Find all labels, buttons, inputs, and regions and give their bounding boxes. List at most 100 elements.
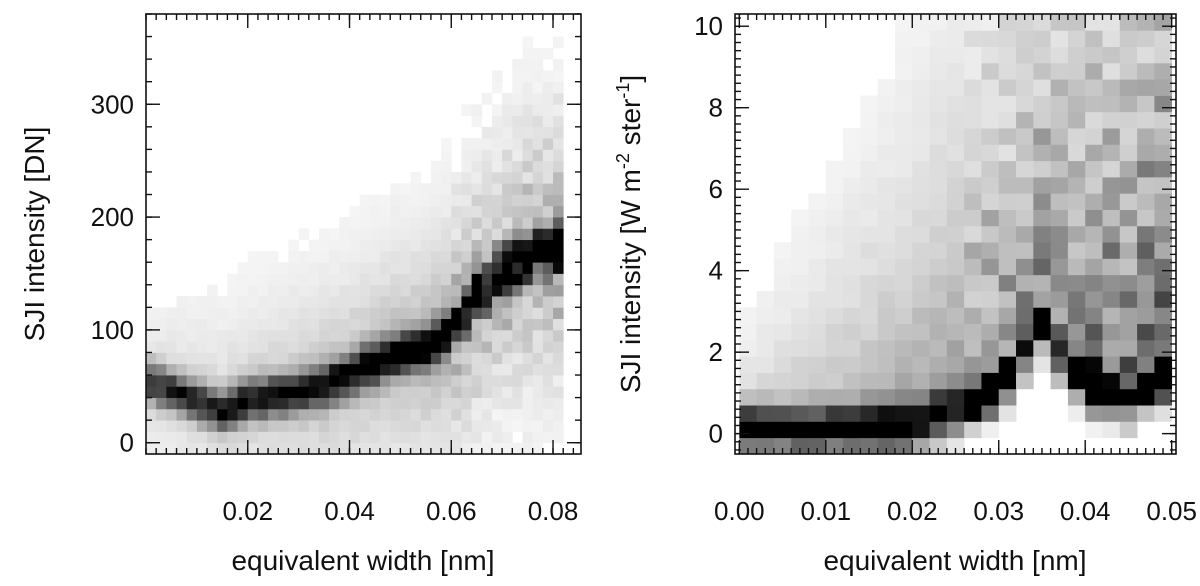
heatmap-cell — [964, 274, 982, 292]
heatmap-cell — [481, 126, 493, 139]
heatmap-cell — [964, 421, 982, 439]
heatmap-cell — [369, 205, 381, 218]
heatmap-cell — [542, 183, 554, 195]
heatmap-cell — [1154, 258, 1173, 276]
heatmap-cell — [1137, 388, 1155, 406]
heatmap-cell — [1102, 95, 1121, 113]
heatmap-cell — [808, 372, 827, 390]
heatmap-cell — [532, 205, 544, 218]
heatmap-cell — [843, 323, 861, 341]
heatmap-cell — [553, 318, 564, 331]
heatmap-cell — [420, 228, 432, 241]
heatmap-cell — [946, 46, 965, 64]
heatmap-cell — [380, 284, 391, 297]
right-x-axis-label: equivalent width [nm] — [823, 545, 1086, 576]
heatmap-cell — [532, 149, 544, 162]
heatmap-cell — [860, 225, 879, 243]
heatmap-cell — [532, 442, 544, 455]
heatmap-cell — [176, 329, 188, 342]
heatmap-cell — [502, 183, 513, 195]
heatmap-cell — [512, 149, 523, 162]
heatmap-cell — [298, 386, 310, 398]
heatmap-cell — [186, 352, 198, 365]
heatmap-cell — [298, 329, 310, 342]
heatmap-cell — [217, 442, 228, 455]
heatmap-cell — [329, 442, 340, 455]
heatmap-cell — [308, 329, 320, 342]
heatmap-cell — [1137, 30, 1155, 47]
heatmap-cell — [420, 352, 432, 365]
heatmap-cell — [247, 250, 259, 263]
heatmap-cell — [877, 274, 896, 292]
heatmap-cell — [481, 375, 493, 387]
heatmap-cell — [308, 307, 320, 320]
heatmap-cell — [1119, 95, 1138, 113]
heatmap-cell — [1050, 339, 1069, 357]
heatmap-cell — [471, 420, 483, 432]
heatmap-cell — [186, 341, 198, 353]
heatmap-cell — [237, 352, 249, 365]
heatmap-cell — [380, 375, 391, 387]
heatmap-cell — [1050, 274, 1069, 292]
heatmap-cell — [1067, 291, 1086, 308]
heatmap-cell — [1137, 323, 1155, 341]
heatmap-cell — [825, 242, 844, 259]
y-tick-label: 8 — [709, 93, 723, 123]
heatmap-cell — [349, 307, 361, 320]
heatmap-cell — [1016, 307, 1034, 325]
heatmap-cell — [1102, 372, 1121, 390]
heatmap-cell — [1033, 258, 1052, 276]
heatmap-cell — [1154, 62, 1173, 80]
heatmap-cell — [441, 138, 452, 150]
heatmap-cell — [964, 356, 982, 373]
heatmap-cell — [843, 307, 861, 325]
heatmap-cell — [894, 291, 913, 308]
heatmap-cell — [860, 242, 879, 259]
heatmap-cell — [981, 30, 1000, 47]
heatmap-cell — [441, 149, 452, 162]
heatmap-cell — [912, 388, 930, 406]
heatmap-cell — [1102, 209, 1121, 227]
heatmap-cell — [207, 375, 218, 387]
heatmap-cell — [791, 225, 809, 243]
heatmap-cell — [390, 431, 401, 444]
heatmap-cell — [1119, 258, 1138, 276]
heatmap-cell — [461, 217, 473, 229]
heatmap-cell — [929, 14, 948, 31]
heatmap-cell — [929, 274, 948, 292]
heatmap-cell — [808, 225, 827, 243]
heatmap-cell — [257, 397, 269, 410]
heatmap-cell — [522, 81, 534, 94]
heatmap-cell — [542, 217, 554, 229]
heatmap-cell — [217, 329, 228, 342]
heatmap-cell — [491, 149, 503, 162]
heatmap-cell — [512, 397, 523, 410]
heatmap-cell — [329, 431, 340, 444]
heatmap-cell — [860, 388, 879, 406]
heatmap-cell — [380, 318, 391, 331]
heatmap-cell — [420, 183, 432, 195]
heatmap-cell — [522, 217, 534, 229]
x-tick-label: 0.00 — [714, 496, 765, 526]
heatmap-cell — [964, 128, 982, 145]
heatmap-cell — [329, 228, 340, 241]
heatmap-cell — [1102, 225, 1121, 243]
heatmap-cell — [877, 144, 896, 162]
heatmap-cell — [430, 363, 442, 376]
heatmap-cell — [1154, 160, 1173, 178]
heatmap-cell — [451, 408, 462, 421]
heatmap-cell — [522, 408, 534, 421]
heatmap-cell — [1050, 193, 1069, 210]
heatmap-cell — [1102, 323, 1121, 341]
heatmap-cell — [860, 437, 879, 455]
heatmap-cell — [227, 284, 238, 297]
heatmap-cell — [207, 397, 218, 410]
heatmap-cell — [1033, 14, 1052, 31]
heatmap-cell — [491, 239, 503, 252]
heatmap-cell — [553, 296, 564, 308]
heatmap-cell — [298, 420, 310, 432]
heatmap-cell — [522, 386, 534, 398]
heatmap-cell — [791, 258, 809, 276]
heatmap-cell — [471, 115, 483, 128]
left-heatmap-cells — [146, 36, 564, 455]
